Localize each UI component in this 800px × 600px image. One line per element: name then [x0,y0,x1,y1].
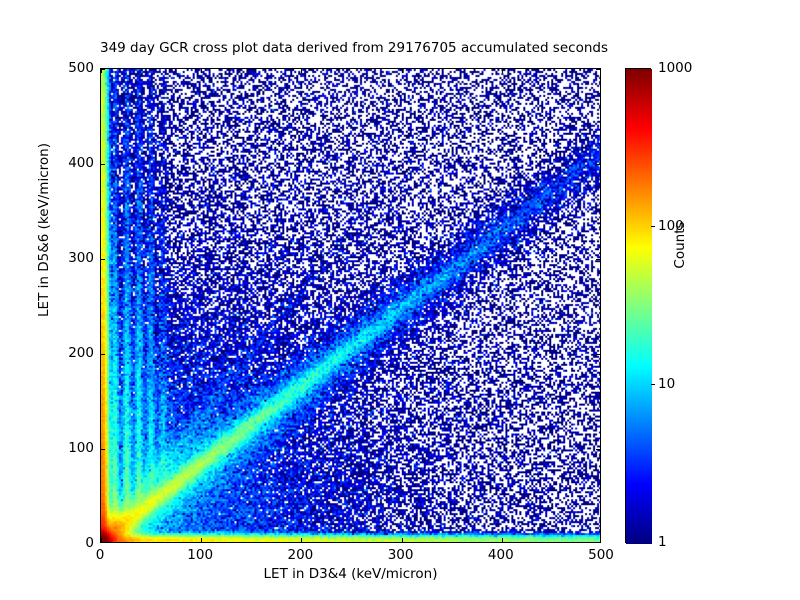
x-tick-100 [201,538,203,542]
colorbar: 1 10 100 1000 [625,60,692,550]
x-ticklabel-200: 200 [287,547,314,563]
y-tick-100 [101,449,105,450]
x-tick-300 [401,69,403,73]
y-tick-300 [101,259,105,260]
colorbar-gradient [625,68,652,544]
colorbar-ticklabel-10: 10 [658,376,676,392]
x-ticklabel-400: 400 [487,547,514,563]
x-tick-200 [301,69,303,73]
colorbar-ticklabel-100: 100 [658,218,684,234]
y-tick-100 [596,449,600,450]
x-tick-0 [101,538,102,542]
colorbar-label: Counts [672,221,688,269]
colorbar-tick-100 [651,226,655,227]
y-tick-400 [101,164,105,165]
y-tick-200 [101,354,105,355]
y-tick-500 [101,69,105,70]
y-ticklabel-400: 400 [68,155,94,171]
y-ticklabel-300: 300 [68,250,94,266]
y-axis-label: LET in D5&6 (keV/micron) [36,143,52,317]
colorbar-canvas [626,69,652,544]
x-tick-0 [101,69,102,73]
y-ticklabel-0: 0 [85,535,94,551]
colorbar-tick-10 [651,384,655,385]
x-tick-400 [501,69,503,73]
y-ticklabel-100: 100 [68,440,94,456]
x-ticklabel-500: 500 [588,547,614,563]
y-ticklabel-500: 500 [68,60,94,76]
title-line-1: 349 day GCR cross plot data derived from… [100,40,608,56]
x-ticklabel-100: 100 [187,547,214,563]
y-ticklabel-200: 200 [68,345,94,361]
x-tick-200 [301,538,303,542]
x-ticklabel-300: 300 [387,547,414,563]
x-tick-300 [401,538,403,542]
colorbar-ticklabel-1000: 1000 [658,60,693,76]
x-ticklabel-0: 0 [95,547,105,563]
y-tick-300 [596,259,600,260]
x-axis-label: LET in D3&4 (keV/micron) [263,566,438,582]
colorbar-ticklabel-1: 1 [658,534,667,550]
x-tick-100 [201,69,203,73]
y-tick-500 [596,69,600,70]
y-tick-400 [596,164,600,165]
x-tick-400 [501,538,503,542]
y-tick-200 [596,354,600,355]
plot-axes [100,68,601,543]
density-heatmap [101,69,600,542]
